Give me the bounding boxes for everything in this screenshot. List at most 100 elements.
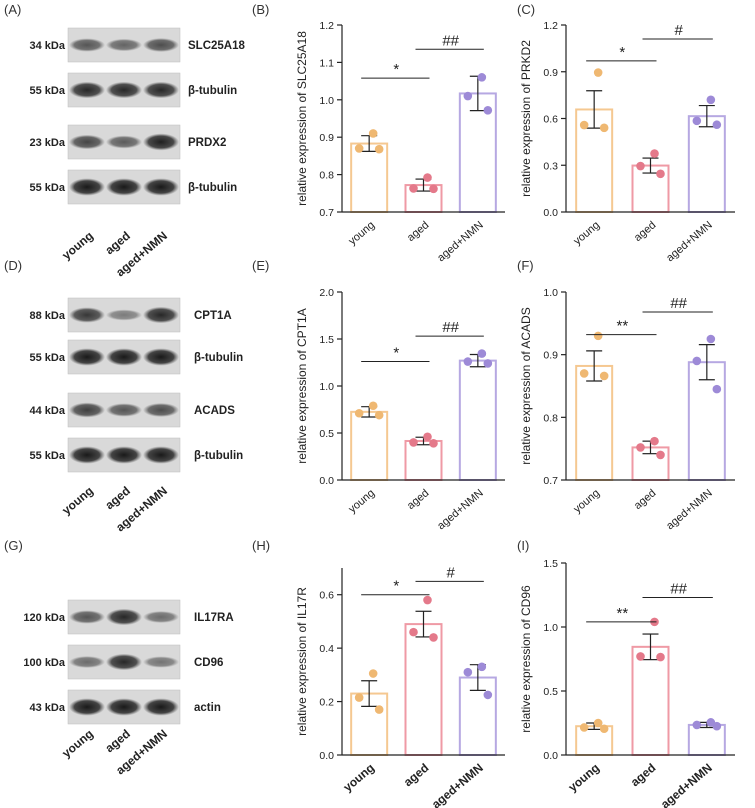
significance-label: ## (670, 295, 687, 312)
panel-label: (E) (252, 258, 269, 273)
data-point (368, 401, 378, 411)
blot-band (69, 698, 105, 716)
x-category-label: aged+NMN (658, 761, 715, 808)
kda-label: 55 kDa (30, 352, 66, 364)
y-tick-label: 0.7 (543, 475, 558, 487)
kda-label: 23 kDa (30, 137, 66, 149)
blot-band (106, 38, 142, 52)
blot-band (69, 307, 105, 323)
data-point (692, 720, 702, 730)
y-tick-label: 0.0 (543, 207, 558, 219)
data-point (374, 410, 384, 420)
error-bar (642, 633, 659, 661)
data-point (354, 408, 364, 418)
data-point (477, 662, 487, 672)
data-point (593, 718, 603, 728)
kda-label: 55 kDa (30, 450, 66, 462)
blot-strip (67, 599, 181, 635)
blot-strip (67, 27, 181, 63)
data-point (692, 356, 702, 366)
blot-band (143, 38, 179, 52)
bar-aged (404, 439, 443, 481)
blot-strip (67, 437, 181, 473)
x-category-label: aged (632, 487, 658, 512)
blot-band (143, 656, 179, 668)
significance-label: * (393, 61, 399, 78)
protein-label: PRDX2 (188, 137, 226, 149)
bar-aged (631, 645, 670, 757)
x-category-label: aged (405, 487, 431, 512)
y-tick-label: 1.0 (319, 95, 334, 107)
panel-label: (D) (4, 258, 22, 273)
western-blot-2: (D) 88 kDa CPT1A 55 kDa β-tubulin 44 kDa ACADS… (4, 258, 243, 534)
blot-band (143, 698, 179, 716)
bar-young (350, 142, 389, 213)
error-bar (698, 104, 715, 128)
x-category-label: aged+NMN (435, 487, 486, 532)
blot-band (69, 81, 105, 99)
data-point (409, 184, 418, 193)
x-category-label: aged (632, 219, 658, 244)
data-point (423, 595, 432, 605)
x-category-label: aged+NMN (429, 761, 486, 808)
error-bar (586, 350, 603, 382)
data-point (463, 91, 473, 101)
error-bar (415, 610, 432, 638)
blot-band (106, 178, 142, 196)
blot-band (143, 446, 179, 464)
data-point (423, 432, 432, 442)
lane-label: aged (102, 727, 132, 756)
significance-label: ## (670, 581, 687, 598)
data-point (579, 723, 589, 732)
y-axis-label: relative expression of CPT1A (295, 308, 309, 463)
y-tick-label: 0.6 (543, 114, 558, 126)
error-bar (361, 680, 378, 707)
x-category-label: aged (401, 761, 431, 790)
data-point (463, 667, 473, 677)
bar-young (575, 364, 614, 481)
protein-label: β-tubulin (194, 450, 243, 462)
significance-label: * (619, 44, 625, 61)
data-point (706, 95, 716, 105)
data-point (374, 705, 384, 714)
protein-label: SLC25A18 (188, 40, 245, 52)
data-point (579, 369, 589, 378)
y-tick-label: 0.2 (319, 697, 334, 709)
bar-chart-2: (C) 0.0 0.3 0.6 0.9 1.2 relative expression of… (517, 2, 735, 264)
data-point (477, 73, 487, 82)
data-point (429, 439, 438, 448)
bar-chart-4: (F) 0.7 0.8 0.9 1.0 relative expression of AC… (517, 258, 735, 532)
blot-band (143, 178, 179, 196)
y-tick-label: 0.9 (543, 67, 558, 79)
x-category-label: aged (405, 219, 431, 244)
y-tick-label: 0.4 (319, 643, 334, 655)
x-category-label: aged+NMN (435, 219, 486, 264)
data-point (409, 438, 418, 447)
protein-label: β-tubulin (188, 85, 237, 97)
y-axis-label: relative expression of CD96 (519, 585, 533, 733)
significance-label: # (446, 564, 455, 581)
blot-band (143, 133, 179, 151)
y-axis-label: relative expression of SLC25A18 (295, 31, 309, 206)
x-category-label: young (341, 761, 378, 795)
data-point (368, 669, 378, 678)
blot-band (69, 446, 105, 464)
data-point (368, 129, 378, 138)
y-tick-label: 0.7 (319, 207, 334, 219)
blot-band (69, 178, 105, 196)
data-point (599, 724, 609, 734)
y-tick-label: 1.2 (319, 20, 334, 32)
protein-label: CD96 (194, 657, 223, 669)
y-tick-label: 0.8 (319, 170, 334, 182)
error-bar (698, 344, 715, 381)
blot-band (69, 348, 105, 366)
bar-chart-1: (B) 0.7 0.8 0.9 1.0 1.1 1.2 relative expression… (252, 2, 505, 264)
significance-label: ** (616, 605, 628, 622)
blot-band (106, 608, 142, 626)
blot-band (106, 653, 142, 671)
y-tick-label: 0.0 (319, 475, 334, 487)
data-point (429, 184, 438, 194)
bar-chart-3: (E) 0.0 0.5 1.0 1.5 2.0 relative expression of… (252, 258, 505, 532)
kda-label: 88 kDa (30, 310, 66, 322)
